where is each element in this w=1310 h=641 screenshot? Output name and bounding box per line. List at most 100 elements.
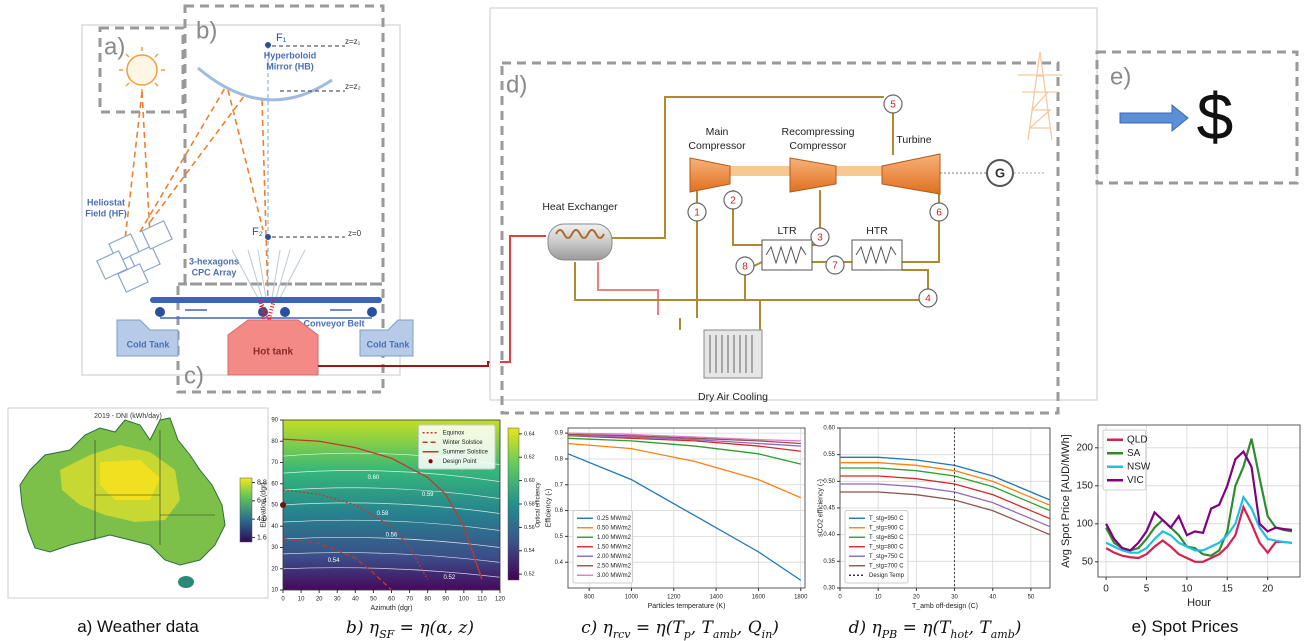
y-tick-label: 0.6 <box>555 508 564 514</box>
y-tick-label: 0.55 <box>823 452 835 458</box>
caption-part: c) η <box>581 618 614 638</box>
y-tick-label: 50 <box>1082 556 1094 567</box>
caption-part: a) Weather data <box>77 617 199 636</box>
x-tick-label: 5 <box>1144 584 1150 595</box>
ltr <box>762 240 812 270</box>
x-tick-label: 110 <box>477 596 487 602</box>
legend-label: Equinox <box>443 430 465 436</box>
caption-part: p <box>684 628 691 641</box>
caption-part: d) η <box>849 618 883 638</box>
charts: 2019 - DNI (kWh/day)8.86.44.01.6a) Weath… <box>8 408 1300 641</box>
figure: a) b) c) F₁ z=z₁ Hyperboloid Mirror (HB)… <box>0 0 1310 641</box>
state-label: 3 <box>817 233 823 244</box>
contour-label: 0.60 <box>368 475 380 481</box>
contour-label: 0.56 <box>386 532 398 538</box>
y-tick-label: 80 <box>271 439 278 445</box>
state-label: 8 <box>742 262 748 273</box>
y-tick-label: 0.5 <box>555 534 564 540</box>
x-tick-label: 100 <box>459 596 470 602</box>
colorbar-tick-label: 0.60 <box>524 478 535 484</box>
focus-point <box>265 42 271 48</box>
x-tick-label: 1600 <box>752 594 766 600</box>
contour-label: 0.58 <box>377 511 389 517</box>
legend-label: 3.00 MW/m2 <box>597 573 632 579</box>
colorbar-tick-label: 1.6 <box>257 534 267 541</box>
y-tick-label: 200 <box>1076 442 1093 453</box>
x-tick-label: 30 <box>951 594 958 600</box>
caption-part: = η(T <box>897 618 952 638</box>
heat-exchanger <box>548 224 612 260</box>
cpc-label: 3-hexagons <box>189 256 239 266</box>
legend-label: Design Temp <box>869 573 905 579</box>
caption-part: e) Spot Prices <box>1132 617 1239 636</box>
y-axis-label: Efficiency (-) <box>546 489 553 528</box>
x-tick-label: 20 <box>913 594 920 600</box>
contour-label: 0.59 <box>422 492 434 498</box>
legend-label: T_stg=750 C <box>869 554 904 560</box>
colorbar <box>508 428 519 580</box>
caption-part: hot <box>950 628 969 641</box>
generator-label: G <box>995 165 1005 180</box>
legend-label: T_stg=700 C <box>869 563 904 569</box>
caption: d) ηPB = η(Thot, Tamb) <box>849 618 1022 641</box>
conveyor-label: Conveyor Belt <box>303 318 364 328</box>
x-tick-label: 50 <box>1028 594 1035 600</box>
heliostat-label: Field (HF) <box>85 208 127 218</box>
colorbar-label: Optical efficiency <box>536 482 542 527</box>
y-tick-label: 0.30 <box>823 586 835 592</box>
caption-part: = η(T <box>630 618 685 638</box>
caption-part: ) <box>771 618 779 638</box>
caption: c) ηrcv = η(Tp, Tamb, Qin) <box>581 618 779 641</box>
x-tick-label: 10 <box>1181 584 1193 595</box>
legend-label: 0.50 MW/m2 <box>597 525 632 531</box>
legend-label: Design Point <box>443 459 477 465</box>
x-tick-label: 800 <box>584 594 595 600</box>
legend-label: 2.50 MW/m2 <box>597 563 632 569</box>
caption: e) Spot Prices <box>1132 617 1239 636</box>
panel-label: e) <box>1110 63 1131 90</box>
contour-label: 0.54 <box>328 558 340 564</box>
y-tick-label: 50 <box>271 503 278 509</box>
colorbar-tick-label: 0.58 <box>524 501 535 507</box>
heliostat-label: Heliostat <box>87 197 125 207</box>
focus-label: F₂ <box>252 226 263 238</box>
y-tick-label: 0.50 <box>823 479 835 485</box>
conveyor-belt <box>150 297 382 303</box>
state-label: 4 <box>925 294 931 305</box>
caption-part: amb <box>991 628 1015 641</box>
caption-part: PB <box>881 628 898 641</box>
value-arrow <box>1120 105 1188 131</box>
colorbar-tick-label: 0.64 <box>524 431 535 437</box>
component-label: LTR <box>777 225 796 237</box>
x-tick-label: 1200 <box>667 594 681 600</box>
x-tick-label: 80 <box>424 596 431 602</box>
x-tick-label: 10 <box>298 596 305 602</box>
y-tick-label: 0.7 <box>555 482 564 488</box>
y-axis-label: sCO2 efficiency (-) <box>818 479 825 537</box>
caption-part: in <box>762 628 773 641</box>
legend-label: 1.50 MW/m2 <box>597 544 632 550</box>
y-tick-label: 0.4 <box>555 560 564 566</box>
colorbar-tick-label: 0.56 <box>524 525 535 531</box>
y-tick-label: 10 <box>271 588 278 594</box>
legend-label: NSW <box>1127 461 1151 472</box>
legend-label: T_stg=900 C <box>869 525 904 531</box>
legend-label: Winter Solstice <box>443 440 484 446</box>
legend-label: T_stg=950 C <box>869 516 904 522</box>
mirror-label: Hyperboloid <box>264 50 317 60</box>
y-tick-label: 0.45 <box>823 506 835 512</box>
x-tick-label: 40 <box>989 594 996 600</box>
caption-part: b) η <box>346 618 380 638</box>
legend-marker <box>429 459 433 463</box>
y-tick-label: 0.9 <box>555 431 564 437</box>
x-tick-label: 10 <box>875 594 882 600</box>
y-tick-label: 90 <box>271 418 278 424</box>
power-block: d) Heat Exchanger Main Compressor Recomp… <box>490 8 1097 413</box>
legend-label: 0.25 MW/m2 <box>597 516 632 522</box>
caption: a) Weather data <box>77 617 199 636</box>
y-tick-label: 0.35 <box>823 559 835 565</box>
y-axis-label: Elevation (dgr) <box>261 482 268 528</box>
x-tick-label: 120 <box>495 596 506 602</box>
y-tick-label: 70 <box>271 460 278 466</box>
component-label: Heat Exchanger <box>542 201 618 213</box>
